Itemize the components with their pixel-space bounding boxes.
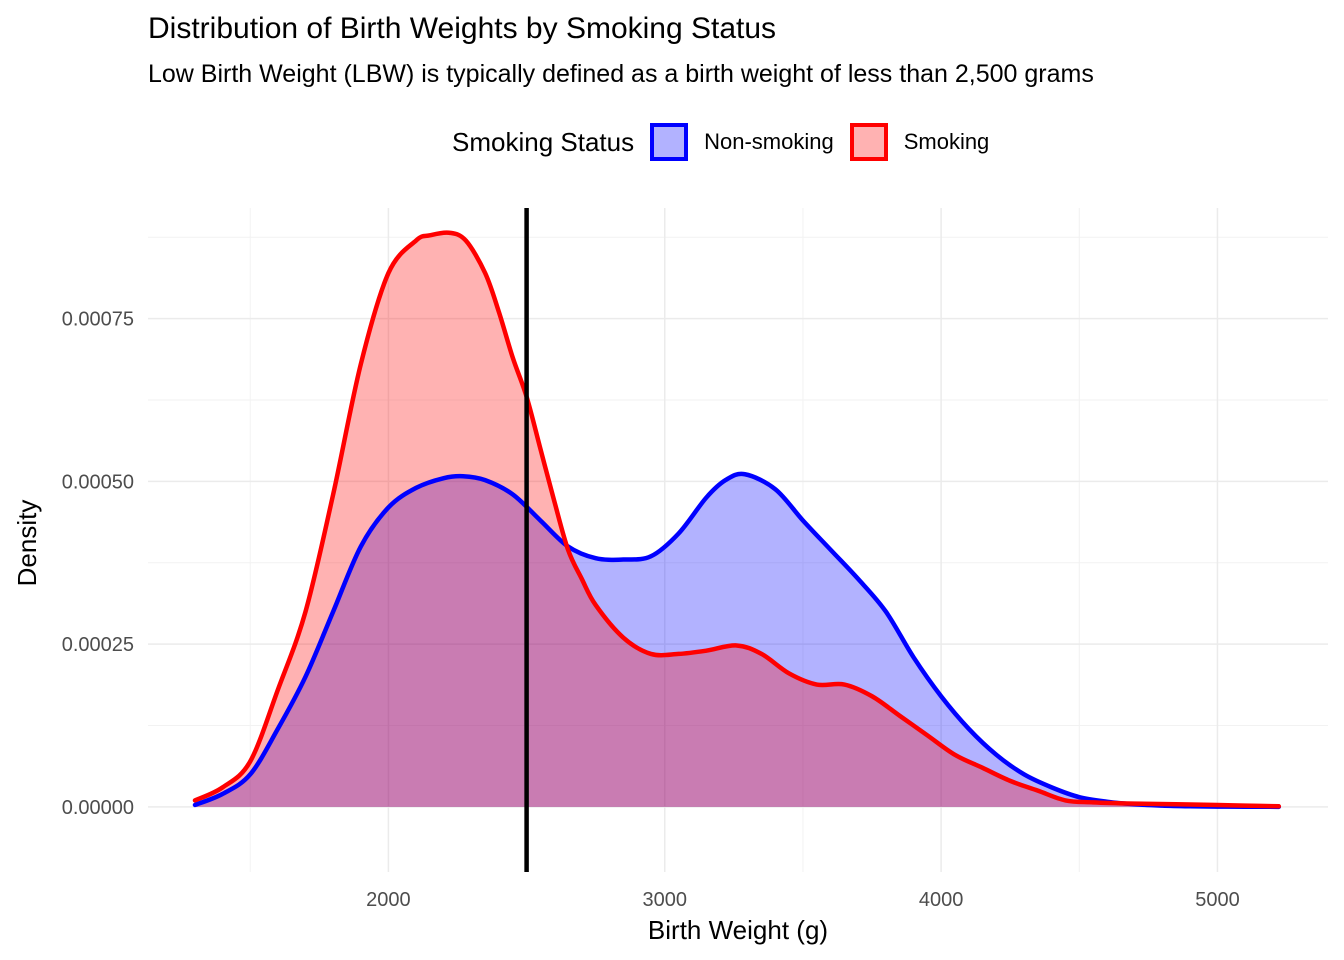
- y-tick-label: 0.00050: [62, 471, 134, 493]
- chart-subtitle: Low Birth Weight (LBW) is typically defi…: [148, 60, 1094, 88]
- y-tick-label: 0.00000: [62, 797, 134, 819]
- x-tick-label: 3000: [643, 889, 688, 911]
- y-tick-label: 0.00025: [62, 634, 134, 656]
- legend-title: Smoking Status: [452, 126, 635, 157]
- legend-key-non-smoking: [650, 123, 689, 161]
- x-tick-label: 5000: [1195, 889, 1240, 911]
- density-line-non-smoking: [192, 471, 1282, 810]
- x-axis-title: Birth Weight (g): [648, 915, 828, 945]
- legend-item-smoking: Smoking: [849, 123, 990, 161]
- legend-label-smoking: Smoking: [903, 129, 990, 154]
- x-tick-label: 2000: [366, 889, 411, 911]
- y-tick-label: 0.00075: [62, 309, 134, 331]
- legend-item-non-smoking: Non-smoking: [650, 123, 834, 161]
- legend: Smoking Status Non-smoking Smoking: [452, 120, 1005, 164]
- legend-key-smoking: [849, 123, 888, 161]
- density-areas: [192, 230, 1282, 810]
- density-line-smoking: [192, 230, 1282, 809]
- density-area-non-smoking: [194, 473, 1279, 807]
- y-axis-title: Density: [12, 500, 42, 587]
- chart-title: Distribution of Birth Weights by Smoking…: [148, 12, 777, 45]
- legend-label-non-smoking: Non-smoking: [704, 129, 834, 154]
- density-area-smoking: [194, 232, 1279, 807]
- tick-labels: 2000 3000 4000 5000 0.00000 0.00025 0.00050 0.0…: [62, 309, 1240, 911]
- x-tick-label: 4000: [919, 889, 964, 911]
